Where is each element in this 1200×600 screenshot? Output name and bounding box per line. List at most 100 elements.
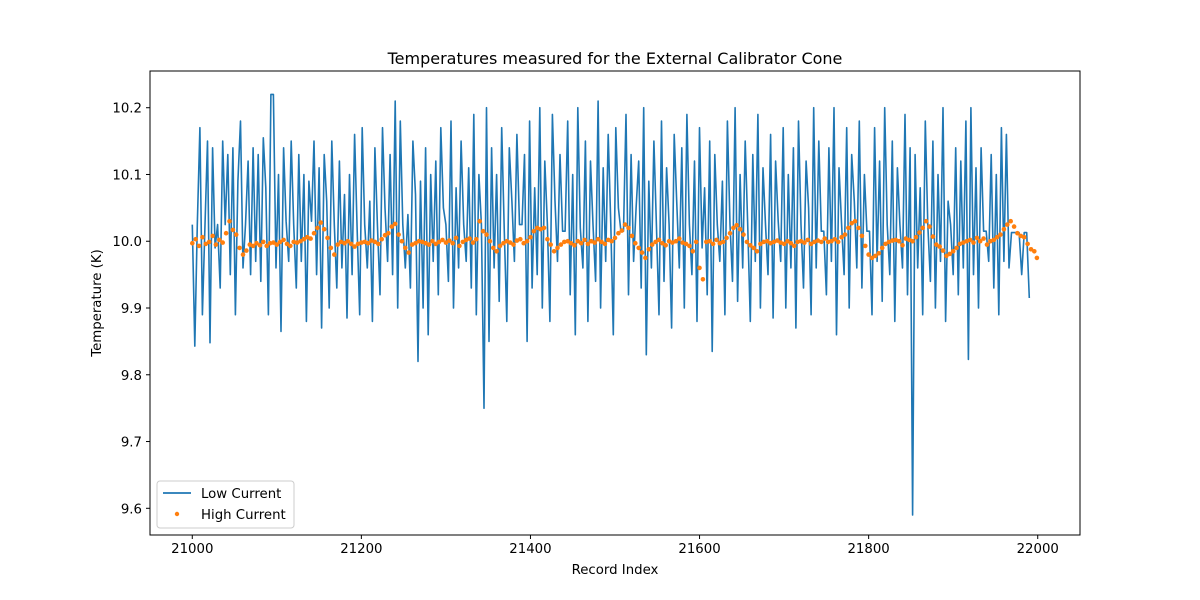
data-point (511, 242, 516, 247)
data-point (869, 255, 875, 261)
data-point (913, 234, 919, 240)
data-point (991, 237, 997, 243)
data-point (345, 238, 351, 244)
data-point (998, 232, 1003, 237)
data-point (612, 235, 618, 241)
data-point (656, 237, 662, 243)
y-axis-label: Temperature (K) (90, 249, 105, 358)
data-point (298, 238, 303, 244)
data-point (288, 243, 293, 249)
data-point (572, 243, 577, 248)
legend-box (156, 480, 295, 529)
data-point (555, 245, 560, 251)
data-point (342, 240, 347, 246)
data-point (491, 245, 496, 251)
data-point (250, 243, 256, 249)
data-point (578, 240, 584, 246)
data-point (846, 225, 851, 231)
data-point (1034, 255, 1040, 261)
data-point (545, 236, 550, 242)
data-point (227, 218, 232, 224)
x-tick-label: 21400 (509, 542, 551, 557)
data-point (592, 240, 597, 245)
data-point (971, 240, 976, 245)
data-point (653, 239, 658, 245)
data-point (609, 238, 614, 244)
data-point (460, 239, 466, 245)
data-point (301, 236, 307, 242)
data-point (386, 230, 391, 236)
data-point (436, 239, 442, 245)
data-point (328, 245, 334, 251)
x-tick-label: 21600 (678, 542, 720, 557)
data-point (940, 248, 946, 253)
data-point (484, 232, 489, 237)
data-point (602, 241, 608, 247)
data-point (223, 230, 229, 236)
data-point (372, 239, 378, 245)
data-point (687, 243, 692, 249)
series-line-low-current (191, 93, 1031, 516)
data-point (923, 218, 929, 224)
data-point (917, 230, 922, 235)
data-point (558, 242, 564, 247)
data-point (788, 240, 794, 246)
data-point (751, 245, 756, 251)
data-point (531, 228, 537, 234)
data-point (497, 243, 503, 249)
data-point (430, 238, 435, 244)
data-point (501, 240, 506, 246)
data-point (518, 236, 523, 242)
data-point (308, 236, 313, 241)
data-point (947, 251, 953, 257)
data-point (927, 224, 932, 229)
data-point (392, 221, 398, 227)
data-point (406, 250, 412, 255)
data-point (311, 230, 317, 236)
data-point (568, 240, 574, 246)
data-point (967, 237, 973, 243)
data-point (1028, 247, 1034, 252)
data-point (220, 240, 225, 245)
data-point (244, 248, 249, 253)
data-point (433, 241, 439, 247)
data-point (200, 234, 205, 240)
data-point (619, 228, 625, 233)
data-point (264, 243, 270, 249)
x-axis-label: Record Index (572, 563, 659, 578)
data-point (863, 243, 868, 249)
data-point (944, 253, 949, 259)
data-point (457, 243, 462, 249)
data-point (734, 222, 739, 228)
data-point (599, 239, 604, 245)
data-point (440, 237, 445, 243)
data-point (829, 238, 834, 244)
data-point (697, 265, 702, 271)
data-point (403, 245, 408, 251)
data-point (494, 249, 499, 254)
data-point (859, 233, 865, 239)
data-point (660, 240, 665, 246)
data-point (487, 238, 493, 244)
data-point (396, 232, 401, 237)
data-point (365, 240, 371, 246)
data-point (622, 222, 628, 227)
data-point (629, 233, 635, 239)
data-point (835, 239, 841, 245)
data-point (379, 236, 385, 242)
data-point (900, 243, 905, 248)
data-point (741, 232, 746, 237)
data-point (1001, 226, 1007, 232)
y-tick-label: 9.9 (121, 302, 142, 317)
x-tick-label: 22000 (1017, 542, 1059, 557)
data-point (281, 237, 286, 243)
data-point (274, 242, 280, 247)
data-point (714, 237, 719, 243)
data-point (470, 240, 476, 245)
data-point (883, 241, 888, 247)
data-point (910, 238, 915, 244)
x-tick-label: 21000 (171, 542, 213, 557)
data-point (196, 243, 202, 249)
data-point (284, 241, 290, 247)
data-point (203, 241, 209, 247)
